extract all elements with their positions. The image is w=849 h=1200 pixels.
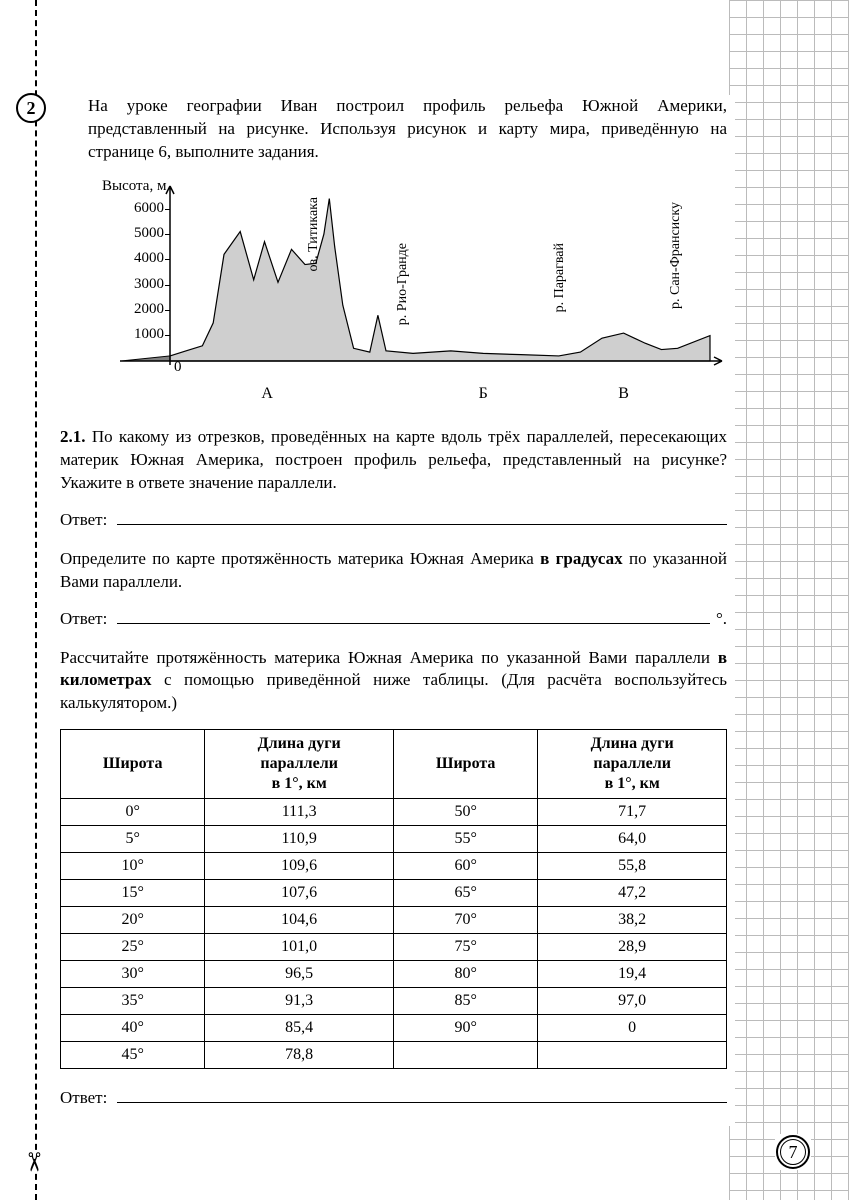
- table-cell: 0°: [61, 799, 205, 826]
- table-row: 15°107,665°47,2: [61, 880, 727, 907]
- intro-paragraph: На уроке географии Иван построил профиль…: [88, 95, 727, 164]
- table-cell: 38,2: [538, 907, 727, 934]
- col-lat: Широта: [393, 730, 537, 799]
- answer-label: Ответ:: [60, 510, 107, 530]
- table-cell: 80°: [393, 961, 537, 988]
- answer-blank[interactable]: [117, 608, 710, 624]
- table-cell: 0: [538, 1015, 727, 1042]
- table-cell: 85°: [393, 988, 537, 1015]
- elevation-profile-chart: Высота, м 1000200030004000500060000АБВоз…: [88, 178, 727, 408]
- table-cell: 40°: [61, 1015, 205, 1042]
- table-cell: 70°: [393, 907, 537, 934]
- page-number-badge: 7: [775, 1134, 811, 1170]
- x-mark-label: В: [618, 385, 629, 403]
- table-cell: 91,3: [205, 988, 394, 1015]
- degree-suffix: °.: [716, 609, 727, 629]
- table-cell: 97,0: [538, 988, 727, 1015]
- answer-blank[interactable]: [117, 509, 727, 525]
- answer-label: Ответ:: [60, 609, 107, 629]
- table-cell: 50°: [393, 799, 537, 826]
- table-cell: 111,3: [205, 799, 394, 826]
- table-row: 40°85,490°0: [61, 1015, 727, 1042]
- table-row: 35°91,385°97,0: [61, 988, 727, 1015]
- table-cell: 64,0: [538, 826, 727, 853]
- table-cell: 78,8: [205, 1042, 394, 1069]
- answer-row-1: Ответ:: [60, 509, 727, 530]
- col-arc: Длина дуги параллели в 1°, км: [538, 730, 727, 799]
- table-cell: 20°: [61, 907, 205, 934]
- table-cell: [393, 1042, 537, 1069]
- answer-blank[interactable]: [117, 1087, 727, 1103]
- table-cell: 110,9: [205, 826, 394, 853]
- table-cell: 71,7: [538, 799, 727, 826]
- question-number-badge: 2: [16, 93, 46, 123]
- feature-label: р. Парагвай: [552, 243, 568, 312]
- table-cell: 104,6: [205, 907, 394, 934]
- table-cell: 35°: [61, 988, 205, 1015]
- answer-row-2: Ответ: °.: [60, 608, 727, 629]
- table-row: 25°101,075°28,9: [61, 934, 727, 961]
- table-row: 30°96,580°19,4: [61, 961, 727, 988]
- table-cell: [538, 1042, 727, 1069]
- arc-length-table: Широта Длина дуги параллели в 1°, км Шир…: [60, 729, 727, 1069]
- table-header-row: Широта Длина дуги параллели в 1°, км Шир…: [61, 730, 727, 799]
- table-cell: 107,6: [205, 880, 394, 907]
- table-cell: 15°: [61, 880, 205, 907]
- table-cell: 75°: [393, 934, 537, 961]
- chart-y-axis-label: Высота, м: [102, 178, 166, 195]
- table-cell: 65°: [393, 880, 537, 907]
- table-cell: 45°: [61, 1042, 205, 1069]
- table-cell: 5°: [61, 826, 205, 853]
- table-row: 10°109,660°55,8: [61, 853, 727, 880]
- degrees-prompt: Определите по карте протяжённость матери…: [60, 548, 727, 594]
- x-mark-label: А: [261, 385, 273, 403]
- table-row: 5°110,955°64,0: [61, 826, 727, 853]
- col-lat: Широта: [61, 730, 205, 799]
- table-cell: 47,2: [538, 880, 727, 907]
- scissors-icon: ✂: [20, 1151, 46, 1173]
- answer-row-3: Ответ:: [60, 1087, 727, 1108]
- page-content: 2 На уроке географии Иван построил профи…: [60, 95, 735, 1126]
- table-cell: 90°: [393, 1015, 537, 1042]
- table-cell: 19,4: [538, 961, 727, 988]
- table-cell: 85,4: [205, 1015, 394, 1042]
- cut-dashed-line: [35, 0, 37, 1200]
- table-row: 0°111,350°71,7: [61, 799, 727, 826]
- table-cell: 109,6: [205, 853, 394, 880]
- table-cell: 96,5: [205, 961, 394, 988]
- table-cell: 28,9: [538, 934, 727, 961]
- question-2-1: 2.1. По какому из отрезков, проведённых …: [60, 426, 727, 495]
- table-cell: 25°: [61, 934, 205, 961]
- table-row: 20°104,670°38,2: [61, 907, 727, 934]
- table-cell: 55,8: [538, 853, 727, 880]
- answer-label: Ответ:: [60, 1088, 107, 1108]
- table-cell: 60°: [393, 853, 537, 880]
- table-cell: 30°: [61, 961, 205, 988]
- x-mark-label: Б: [479, 385, 488, 403]
- feature-label: р. Сан-Франсиску: [668, 202, 684, 309]
- feature-label: р. Рио-Гранде: [395, 243, 411, 325]
- table-cell: 10°: [61, 853, 205, 880]
- origin-label: 0: [174, 359, 182, 376]
- km-prompt: Рассчитайте протяжённость материка Южная…: [60, 647, 727, 716]
- grid-paper-background: [729, 0, 849, 1200]
- table-row: 45°78,8: [61, 1042, 727, 1069]
- col-arc: Длина дуги параллели в 1°, км: [205, 730, 394, 799]
- table-cell: 55°: [393, 826, 537, 853]
- table-cell: 101,0: [205, 934, 394, 961]
- feature-label: оз. Титикака: [306, 197, 322, 271]
